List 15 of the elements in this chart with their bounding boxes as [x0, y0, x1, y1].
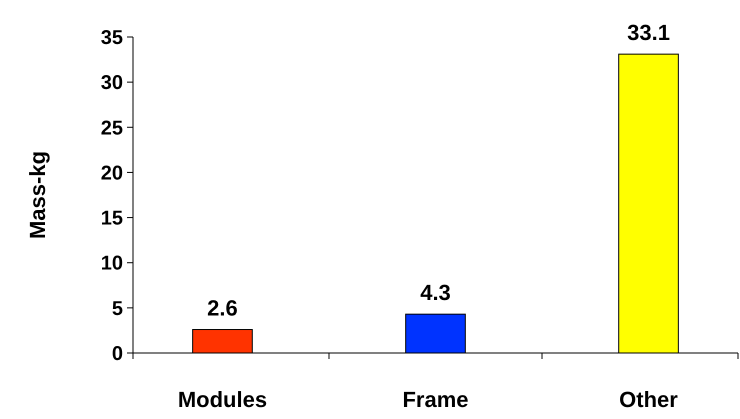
- y-tick-label: 25: [100, 117, 123, 140]
- y-tick-label: 0: [112, 343, 123, 365]
- x-tick-label: Modules: [178, 387, 268, 412]
- data-label: 2.6: [207, 296, 238, 321]
- y-tick-label: 35: [100, 27, 123, 49]
- y-tick-label: 5: [112, 298, 123, 320]
- x-tick-label: Other: [619, 387, 678, 412]
- data-label: 4.3: [420, 280, 451, 306]
- y-tick-label: 15: [100, 208, 123, 230]
- x-tick-label: Frame: [402, 387, 469, 412]
- data-label: 33.1: [627, 20, 670, 46]
- y-axis-title: Mass-kg: [25, 150, 50, 240]
- y-tick-label: 10: [100, 252, 123, 275]
- y-tick-label: 20: [100, 162, 123, 184]
- y-tick-label: 30: [100, 72, 123, 94]
